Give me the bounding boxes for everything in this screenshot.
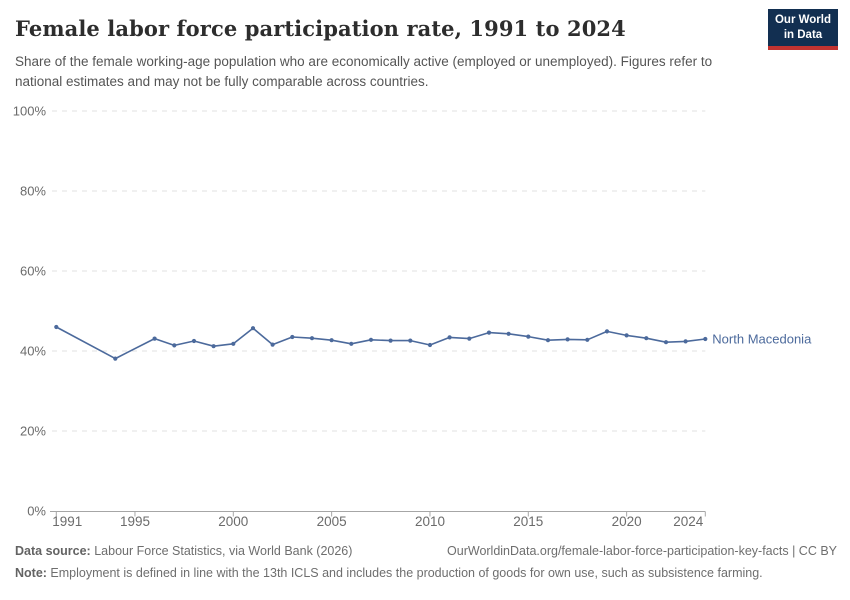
y-axis-tick-label: 40%	[20, 344, 46, 359]
data-point[interactable]	[368, 337, 374, 342]
series-label[interactable]: North Macedonia	[712, 332, 812, 347]
data-point[interactable]	[250, 326, 256, 331]
y-axis-tick-label: 20%	[20, 424, 46, 439]
note-text: Note: Employment is defined in line with…	[15, 565, 763, 580]
owid-logo-line2: in Data	[783, 28, 823, 41]
data-point[interactable]	[585, 337, 590, 342]
data-point[interactable]	[565, 337, 570, 342]
y-axis-tick-label: 100%	[13, 104, 47, 119]
x-axis-tick-label: 1991	[52, 514, 82, 529]
owid-logo[interactable]: Our World in Data	[768, 9, 838, 50]
data-point[interactable]	[663, 340, 669, 345]
y-axis-tick-label: 80%	[20, 184, 46, 199]
x-axis-tick-label: 2005	[317, 514, 347, 529]
data-point[interactable]	[191, 338, 197, 344]
data-point[interactable]	[152, 336, 157, 341]
data-point[interactable]	[624, 333, 629, 338]
y-axis-tick-label: 0%	[27, 504, 46, 519]
data-point[interactable]	[270, 342, 275, 347]
data-point[interactable]	[54, 324, 59, 330]
page-title: Female labor force participation rate, 1…	[15, 16, 626, 41]
data-point[interactable]	[545, 338, 551, 343]
x-axis-tick-label: 2000	[218, 514, 248, 529]
data-point[interactable]	[309, 336, 315, 341]
data-point[interactable]	[427, 342, 433, 348]
data-point[interactable]	[526, 334, 531, 339]
data-point[interactable]	[486, 330, 492, 335]
data-point[interactable]	[447, 335, 452, 340]
x-axis-tick-label: 2010	[415, 514, 445, 529]
data-point[interactable]	[329, 338, 334, 343]
note-label: Note:	[15, 565, 47, 580]
x-axis-tick-label: 2020	[612, 514, 642, 529]
data-source-label: Data source:	[15, 544, 91, 558]
data-source-text: Data source: Labour Force Statistics, vi…	[15, 544, 353, 558]
data-point[interactable]	[604, 329, 610, 334]
data-point[interactable]	[388, 338, 393, 343]
canonical-url-link[interactable]: OurWorldinData.org/female-labor-force-pa…	[447, 544, 837, 558]
x-axis-tick-label: 2024	[673, 514, 704, 529]
data-point[interactable]	[408, 338, 413, 343]
owid-logo-text: Our World in Data	[768, 9, 838, 46]
line-chart[interactable]: 0% 20% 40% 60% 80% 100% 1991 1995 2000 2005 2010 20…	[0, 95, 850, 540]
data-point[interactable]	[349, 341, 354, 346]
data-point[interactable]	[290, 334, 295, 340]
data-point[interactable]	[172, 343, 177, 348]
data-point[interactable]	[231, 341, 236, 346]
data-point[interactable]	[683, 339, 688, 344]
data-point[interactable]	[467, 336, 472, 341]
y-axis-tick-label: 60%	[20, 264, 46, 279]
data-point[interactable]	[703, 336, 708, 342]
data-point[interactable]	[644, 336, 649, 341]
chart-footer: Data source: Labour Force Statistics, vi…	[15, 542, 837, 583]
x-axis-tick-label: 2015	[513, 514, 543, 529]
owid-logo-accent-bar	[768, 46, 838, 50]
x-axis-tick-label: 1995	[120, 514, 150, 529]
owid-logo-line1: Our World	[774, 14, 831, 27]
data-point[interactable]	[211, 344, 216, 349]
chart-subtitle: Share of the female working-age populati…	[15, 54, 713, 89]
data-point[interactable]	[113, 356, 118, 361]
data-point[interactable]	[506, 331, 511, 336]
